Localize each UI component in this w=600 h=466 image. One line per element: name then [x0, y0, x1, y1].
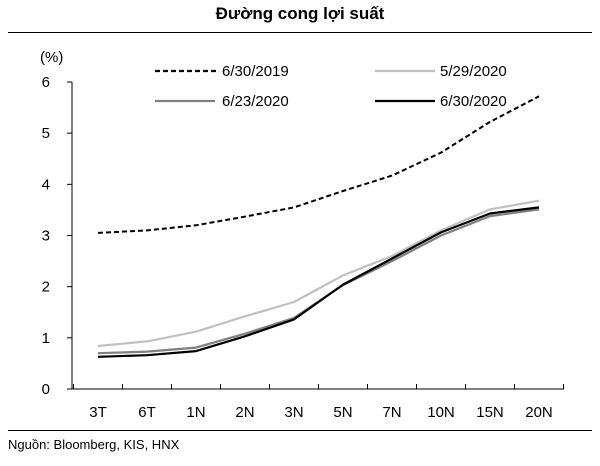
y-tick-label: 0: [42, 381, 50, 398]
x-tick-label: 3T: [89, 404, 107, 421]
legend-label: 6/30/2019: [222, 63, 289, 80]
x-tick-label: 1N: [186, 404, 205, 421]
legend-label: 5/29/2020: [440, 63, 507, 80]
source-note: Nguồn: Bloomberg, KIS, HNX: [8, 437, 180, 452]
x-tick-label: 2N: [235, 404, 254, 421]
series-line-6-30-2020: [97, 206, 540, 358]
x-tick-label: 3N: [284, 404, 303, 421]
x-tick-label: 15N: [476, 404, 504, 421]
y-tick-label: 6: [42, 74, 50, 91]
legend-label: 6/23/2020: [222, 93, 289, 110]
series-layer: [97, 95, 540, 358]
x-tick-label: 7N: [382, 404, 401, 421]
x-tick-label: 20N: [525, 404, 553, 421]
y-tick-label: 4: [42, 176, 50, 193]
x-tick-label: 10N: [427, 404, 455, 421]
series-line-6-23-2020: [97, 208, 540, 355]
axes: 0 1 2 3 4 5 6 3T 6T 1N 2N 3N 5N 7N 10N 15N 20N: [42, 74, 564, 421]
y-axis-unit-label: (%): [40, 49, 63, 66]
y-tick-label: 2: [42, 279, 50, 296]
x-tick-label: 5N: [333, 404, 352, 421]
chart-title: Đường cong lợi suất: [215, 4, 385, 23]
y-tick-label: 3: [42, 228, 50, 245]
series-line-6-30-2019: [97, 95, 540, 234]
top-rule: [8, 32, 592, 33]
series-line-5-29-2020: [97, 199, 540, 348]
y-tick-label: 5: [42, 125, 50, 142]
legend-label: 6/30/2020: [440, 93, 507, 110]
y-tick-label: 1: [42, 330, 50, 347]
bottom-rule: [8, 430, 592, 431]
x-tick-label: 6T: [138, 404, 156, 421]
legend: 6/30/2019 5/29/2020 6/23/2020 6/30/2020: [155, 63, 507, 110]
